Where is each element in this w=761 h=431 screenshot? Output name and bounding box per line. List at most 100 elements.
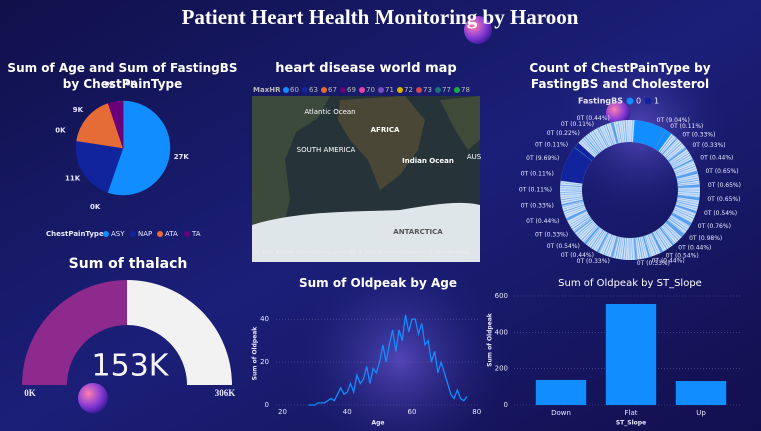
donut-stripe [560,182,583,186]
donut-stripe [598,126,610,148]
legend-label: 1 [654,97,659,106]
donut-stripe [677,187,700,189]
donut-stripe [627,120,629,143]
donut-stripe [671,154,691,167]
data-label: 0T (0.33%) [535,232,568,239]
donut-stripe [676,202,698,210]
donut-slice [610,122,619,144]
x-tick-label: 40 [343,408,352,416]
legend-marker [397,87,403,93]
donut-stripe [655,230,668,250]
donut-slice [633,237,637,260]
legend-marker [184,231,190,237]
donut-stripe [570,215,590,228]
donut-stripe [619,120,624,143]
donut-stripe [665,142,683,159]
data-label: 0K [90,203,101,211]
chart-title: Sum of Age and Sum of FastingBS by Chest… [7,61,238,91]
gauge-min: 0K [24,388,36,398]
chart-title: Sum of Oldpeak by Age [298,276,457,290]
donut-stripe [647,234,657,256]
donut-stripe [586,227,601,246]
donut-stripe [569,213,589,226]
donut-stripe [590,229,604,249]
donut-stripe [596,128,608,148]
donut-slice [642,235,651,258]
donut-stripe [644,235,652,257]
decor-ball [464,16,492,44]
donut-slice [597,127,608,148]
data-label: 0T (0.44%) [652,258,685,265]
data-label: 0T (0.11%) [519,187,552,194]
decor-ball [606,101,630,125]
donut-slice [675,204,697,214]
gauge-track [127,280,232,385]
map-attribution: © 2025 TomTom, Earthstar Geographics SIO… [256,249,470,256]
donut-stripe [663,224,679,241]
donut-stripe [674,206,696,215]
y-axis-label: Sum of Oldpeak [252,326,259,381]
donut-slice [574,147,593,161]
data-label: 0T (0.22%) [547,130,580,137]
data-label: 0T (0.54%) [704,210,737,217]
gauge-max: 306K [215,388,236,398]
chart-title: Count of ChestPainType by FastingBS and … [529,61,711,91]
donut-slice [596,232,609,253]
donut-stripe [674,163,696,173]
donut-slice [651,232,663,253]
donut-stripe [561,201,584,208]
donut-stripe [670,152,690,165]
land [252,96,330,255]
donut-slice [661,137,678,155]
land [440,96,480,150]
donut-stripe [560,191,583,193]
donut-stripe [582,225,599,243]
gauge-fill [22,280,127,385]
donut-slice [677,184,700,188]
x-axis-label: ST_Slope [616,420,646,427]
pie-slice [75,140,124,193]
donut-stripe [577,221,595,238]
donut-stripe [675,168,697,176]
donut-stripe [637,237,643,259]
y-tick-label: 20 [260,358,269,366]
legend-title: MaxHR [253,86,281,94]
donut-stripe [560,187,583,189]
donut-stripe [663,139,679,156]
donut-slice [672,158,694,170]
donut-slice [611,236,619,258]
donut-stripe [668,217,687,232]
donut-stripe [590,131,604,151]
donut-stripe [594,231,607,251]
data-label: 0T (0.54%) [547,243,580,250]
donut-stripe [622,120,626,143]
donut-stripe [672,156,692,168]
data-label: 0K [105,80,116,88]
data-label: 0T (9.04%) [657,117,690,124]
data-label: 0T (0.65%) [708,182,741,189]
donut-stripe [676,175,699,181]
donut-stripe [677,197,699,203]
legend-label: 60 [290,86,299,94]
donut-stripe [672,212,692,224]
donut-stripe [601,233,611,255]
donut-slice [676,170,699,179]
land [252,202,480,262]
data-label: 0T (0.44%) [561,252,594,259]
legend-label: 71 [385,86,394,94]
data-label: 0K [55,127,66,135]
donut-stripe [667,146,686,161]
data-label: 0T (0.65%) [707,196,740,203]
legend-label: ASY [111,230,125,238]
land [338,96,425,190]
chart-title: Sum of thalach [68,256,188,272]
donut-stripe [674,165,696,174]
donut-stripe [603,124,613,146]
data-label: 0T (0.11%) [521,170,554,177]
legend-label: 0 [636,97,641,106]
data-label: 11K [65,175,81,183]
bar [675,381,727,405]
x-tick-label: 80 [472,408,481,416]
x-tick-label: Flat [624,409,637,417]
donut-slice [574,218,593,234]
